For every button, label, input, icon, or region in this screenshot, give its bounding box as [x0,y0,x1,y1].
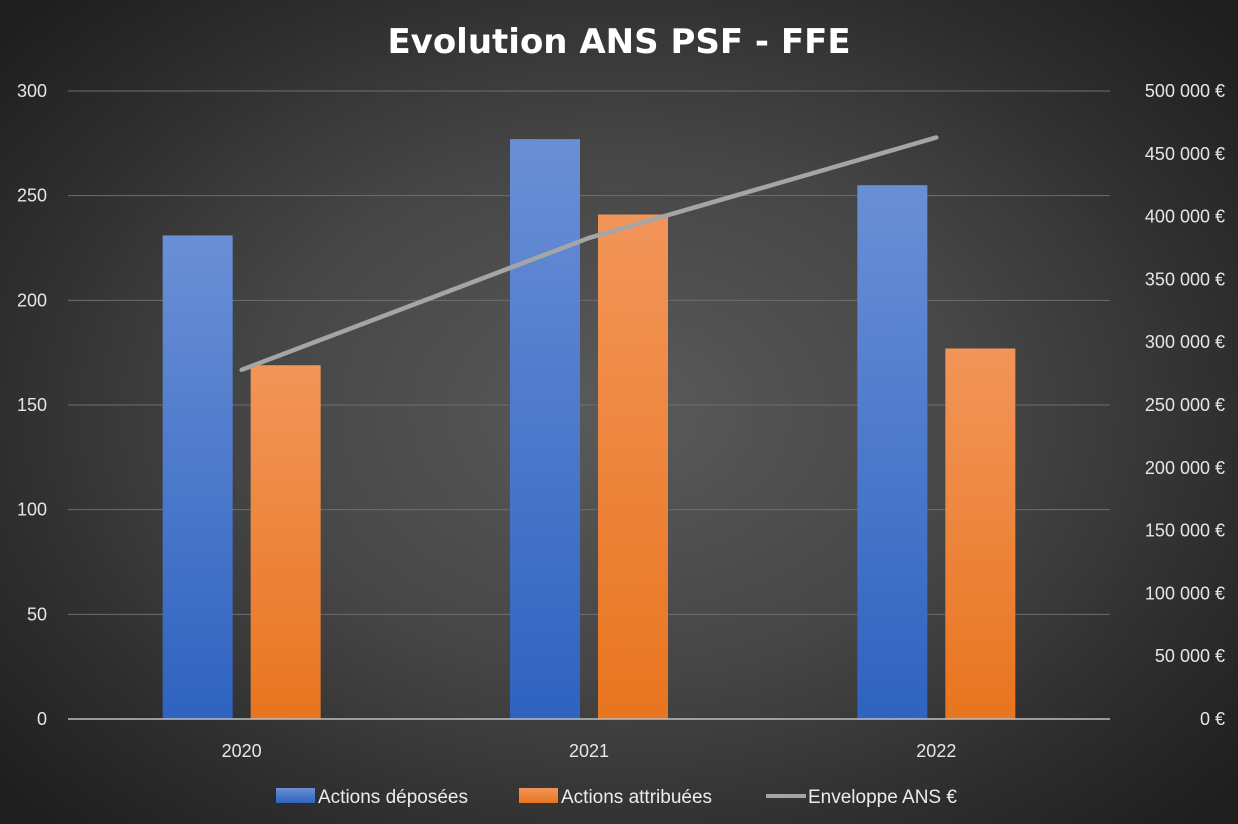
y-right-tick-label: 500 000 € [1145,81,1225,101]
legend: Actions déposées Actions attribuées Enve… [276,787,957,808]
y-right-tick-label: 200 000 € [1145,458,1225,478]
y-left-tick-label: 0 [37,709,47,729]
y-left-tick-labels: 0 50 100 150 200 250 300 [17,81,47,729]
bar-actions-deposees [162,235,233,719]
legend-swatch-actions-attribuees [519,788,558,803]
y-right-tick-label: 450 000 € [1145,144,1225,164]
bar-actions-attribuees [250,365,321,719]
line-series [239,135,939,373]
y-right-tick-label: 250 000 € [1145,395,1225,415]
bar-actions-attribuees [945,348,1016,719]
bars [162,139,1016,720]
x-tick-labels: 2020 2021 2022 [222,741,957,761]
bar-actions-attribuees [598,214,668,720]
y-left-tick-label: 250 [17,186,47,206]
y-right-tick-label: 50 000 € [1155,646,1225,666]
y-left-tick-label: 300 [17,81,47,101]
y-right-tick-label: 300 000 € [1145,332,1225,352]
x-tick-label: 2022 [916,741,956,761]
legend-label-actions-deposees: Actions déposées [318,787,468,808]
x-tick-label: 2020 [222,741,262,761]
line-enveloppe-ans [239,135,939,373]
bar-actions-deposees [510,139,580,719]
y-right-tick-label: 400 000 € [1145,207,1225,227]
legend-swatch-actions-deposees [276,788,315,803]
y-right-tick-label: 150 000 € [1145,521,1225,541]
gridlines [68,90,1110,615]
legend-label-actions-attribuees: Actions attribuées [561,787,712,808]
y-right-tick-label: 350 000 € [1145,269,1225,289]
y-left-tick-label: 100 [17,500,47,520]
y-right-tick-label: 0 € [1200,709,1225,729]
y-right-tick-label: 100 000 € [1145,583,1225,603]
y-right-tick-labels: 0 € 50 000 € 100 000 € 150 000 € 200 000 € 25… [1145,81,1225,729]
legend-label-enveloppe-ans: Enveloppe ANS € [808,787,957,808]
bar-actions-deposees [857,185,928,719]
y-left-tick-label: 200 [17,290,47,310]
y-left-tick-label: 150 [17,395,47,415]
x-tick-label: 2021 [569,741,609,761]
y-left-tick-label: 50 [27,604,47,624]
chart-title: Evolution ANS PSF - FFE [387,22,850,62]
